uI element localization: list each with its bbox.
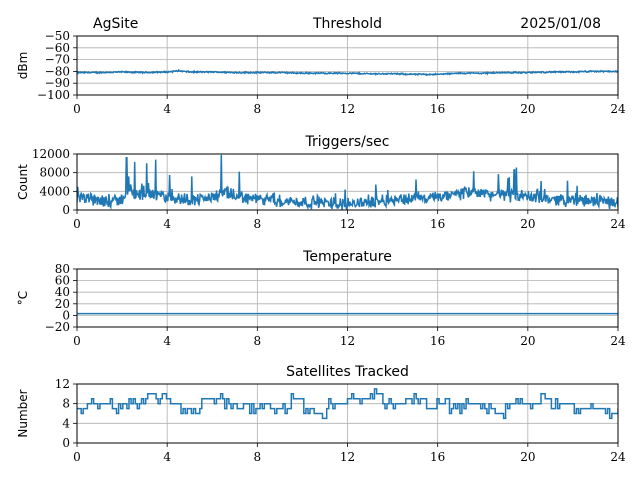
triggers-panel: 0 4 8 12 16 20 24 0 4000 8000 12000 Triggers/sec Cou… [16,134,626,231]
satellites-ytick-label-0: 0 [62,436,70,450]
triggers-ytick-label-0: 0 [62,203,70,217]
temperature-ytick-label-5: 80 [55,262,70,276]
triggers-xtick-label-4: 16 [430,217,445,231]
temperature-ylabel: °C [16,291,30,305]
triggers-ylabel: Count [16,164,30,200]
temperature-ytick-label-4: 60 [55,274,70,288]
threshold-xtick-label-2: 8 [254,102,262,116]
triggers-xtick-label-6: 24 [610,217,626,231]
satellites-ytick-label-2: 8 [62,397,70,411]
temperature-ytick-label-3: 40 [55,285,70,299]
satellites-xtick-label-2: 8 [254,450,262,464]
satellites-title: Satellites Tracked [286,364,409,380]
temperature-xtick-label-0: 0 [73,334,81,348]
temperature-xtick-label-4: 16 [430,334,445,348]
triggers-xtick-label-1: 4 [163,217,171,231]
threshold-xtick-label-1: 4 [163,102,171,116]
threshold-xtick-label-3: 12 [340,102,355,116]
satellites-xtick-label-3: 12 [340,450,355,464]
satellites-ylabel: Number [16,389,30,437]
temperature-xtick-label-2: 8 [254,334,262,348]
satellites-xtick-label-4: 16 [430,450,445,464]
satellites-xtick-label-1: 4 [163,450,171,464]
site-name: AgSite [93,16,138,32]
temperature-title: Temperature [302,249,392,265]
threshold-ytick-label-4: −60 [45,41,70,55]
threshold-panel: 0 4 8 12 16 20 24 −100−90−80−70−60−50 Threshold d… [16,16,626,116]
triggers-ytick-label-3: 12000 [32,147,70,161]
triggers-title: Triggers/sec [305,134,390,150]
triggers-xtick-label-2: 8 [254,217,262,231]
temperature-xtick-label-1: 4 [163,334,171,348]
triggers-series-line [77,154,618,210]
satellites-xtick-label-0: 0 [73,450,81,464]
triggers-xtick-label-0: 0 [73,217,81,231]
satellites-series-line [77,388,618,420]
temperature-xtick-label-5: 20 [520,334,535,348]
temperature-ytick-label-1: 0 [62,308,70,322]
threshold-series-line [77,68,618,77]
threshold-ytick-label-5: −50 [45,29,70,43]
temperature-ytick-label-0: −20 [45,320,70,334]
satellites-panel: 0 4 8 12 16 20 24 0 4 8 12 Satellites Tracked Number [16,364,626,464]
threshold-xtick-label-5: 20 [520,102,535,116]
temperature-xtick-label-3: 12 [340,334,355,348]
threshold-ytick-label-0: −100 [37,88,70,102]
threshold-xtick-label-6: 24 [610,102,626,116]
threshold-ylabel: dBm [16,52,30,80]
triggers-ytick-label-2: 8000 [39,166,70,180]
threshold-ytick-label-3: −70 [45,53,70,67]
temperature-xtick-label-6: 24 [610,334,626,348]
satellites-xtick-label-5: 20 [520,450,535,464]
satellites-xtick-label-6: 24 [610,450,626,464]
satellites-ytick-label-3: 12 [55,377,70,391]
triggers-xtick-label-5: 20 [520,217,535,231]
satellites-ytick-label-1: 4 [62,416,70,430]
threshold-xtick-label-0: 0 [73,102,81,116]
threshold-ytick-label-1: −90 [45,76,70,90]
triggers-xtick-label-3: 12 [340,217,355,231]
temperature-ytick-label-2: 20 [55,297,70,311]
triggers-ytick-label-1: 4000 [39,184,70,198]
report-date: 2025/01/08 [520,16,601,32]
threshold-ytick-label-2: −80 [45,64,70,78]
threshold-title: Threshold [312,16,382,32]
threshold-xtick-label-4: 16 [430,102,445,116]
